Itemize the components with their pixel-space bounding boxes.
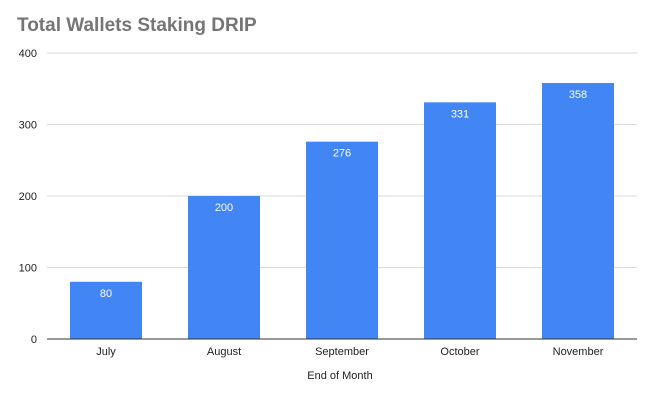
data-label: 200 [215, 202, 233, 214]
x-tick-label: October [440, 346, 479, 358]
data-label: 80 [100, 288, 112, 300]
bar-november [542, 83, 614, 339]
y-axis-ticks: 0 100 200 300 400 [19, 48, 37, 346]
y-tick-label: 100 [19, 263, 37, 275]
bar-july [70, 281, 142, 339]
bar-september [306, 141, 378, 339]
chart-title: Total Wallets Staking DRIP [17, 15, 257, 36]
bar-october [424, 102, 496, 340]
x-axis-ticks: July August September October November [96, 346, 603, 358]
bar-august [188, 196, 260, 339]
x-tick-label: August [207, 346, 241, 358]
data-label: 276 [333, 148, 351, 160]
bars: 80 200 276 331 358 [70, 83, 614, 340]
y-tick-label: 0 [31, 334, 37, 346]
x-tick-label: September [315, 346, 369, 358]
y-tick-label: 300 [19, 120, 37, 132]
y-tick-label: 200 [19, 191, 37, 203]
data-label: 358 [569, 89, 587, 101]
x-tick-label: November [553, 346, 604, 358]
y-tick-label: 400 [19, 48, 37, 60]
data-label: 331 [451, 108, 469, 120]
x-axis-title: End of Month [307, 370, 372, 382]
x-tick-label: July [96, 346, 116, 358]
